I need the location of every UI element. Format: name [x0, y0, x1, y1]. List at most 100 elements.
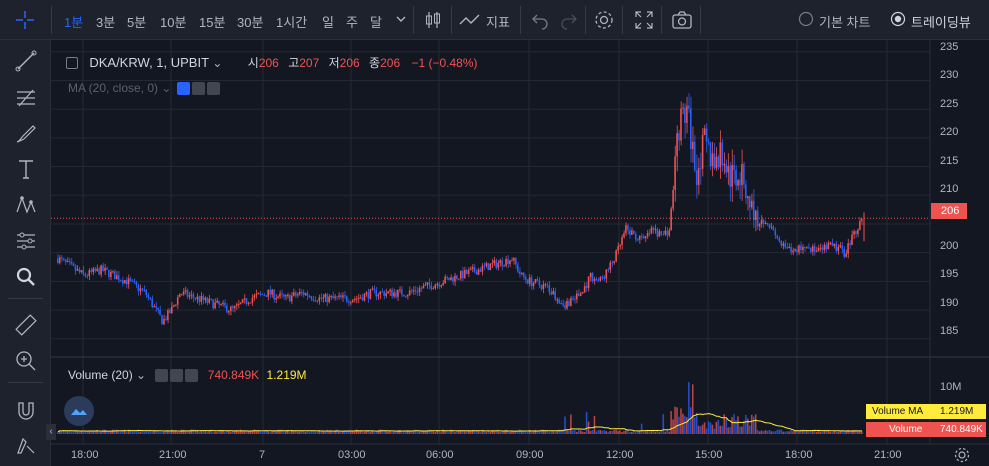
prediction-icon[interactable]	[13, 228, 39, 254]
indicators-icon[interactable]	[458, 8, 482, 32]
timeframe-1m[interactable]: 1분	[64, 15, 84, 30]
close-icon[interactable]	[185, 369, 199, 383]
settings-icon[interactable]	[170, 369, 184, 383]
chevron-down-icon[interactable]: ⌄	[161, 81, 172, 95]
crosshair-icon[interactable]	[13, 8, 37, 32]
trendline-icon[interactable]	[13, 48, 39, 74]
tradingview-label[interactable]: 트레이딩뷰	[911, 15, 971, 30]
magnifier-icon[interactable]	[13, 264, 39, 290]
trash-ruler-icon[interactable]	[13, 432, 39, 458]
volume-bar	[585, 411, 588, 434]
volume-bar	[465, 431, 468, 434]
volume-bar	[275, 431, 277, 434]
volume-bar	[302, 430, 305, 434]
volume-bar	[108, 431, 110, 434]
fib-icon[interactable]	[13, 84, 39, 110]
zoom-in-icon[interactable]	[13, 348, 39, 374]
candle-body	[550, 292, 552, 295]
volume-bar	[401, 432, 403, 434]
candle-body	[770, 226, 773, 228]
candle-body	[821, 247, 824, 250]
volume-bar	[137, 429, 140, 434]
volume-bar	[768, 429, 771, 434]
candle-body	[393, 292, 395, 297]
candle-style-icon[interactable]	[421, 8, 445, 32]
volume-bar	[204, 431, 207, 434]
ruler-icon[interactable]	[13, 312, 39, 338]
timeframe-30m[interactable]: 30분	[237, 15, 264, 30]
timeframe-1h[interactable]: 1시간	[276, 15, 308, 30]
candle-body	[84, 273, 87, 277]
candle-body	[611, 262, 613, 264]
collapse-icon[interactable]	[66, 56, 78, 69]
drawing-toolbar	[0, 40, 51, 466]
close-icon[interactable]	[206, 82, 220, 96]
redo-icon[interactable]	[557, 8, 581, 32]
tradingview-logo[interactable]	[64, 396, 94, 426]
brush-icon[interactable]	[13, 120, 39, 146]
candle-body	[656, 228, 659, 237]
candle-body	[629, 230, 631, 235]
candle-body	[224, 302, 226, 306]
basic-chart-label[interactable]: 기본 차트	[819, 15, 871, 30]
candle-body	[483, 265, 486, 267]
volume-label[interactable]: Volume (20)	[68, 368, 133, 382]
gear-icon[interactable]	[592, 8, 616, 32]
candle-body	[542, 284, 545, 290]
candle-body	[438, 284, 440, 287]
timeframe-day[interactable]: 일	[322, 15, 334, 30]
visibility-icon[interactable]	[155, 369, 169, 383]
volume-bar	[607, 432, 610, 434]
volume-bar	[228, 430, 230, 434]
settings-icon[interactable]	[191, 82, 205, 96]
timeframe-5m[interactable]: 5분	[127, 15, 147, 30]
volume-bar	[125, 432, 128, 434]
timeframe-15m[interactable]: 15분	[199, 15, 226, 30]
volume-bar	[224, 431, 226, 434]
candle-body	[391, 289, 393, 297]
volume-bar	[70, 431, 73, 434]
volume-bar	[444, 431, 446, 434]
candle-body	[778, 238, 781, 241]
radio-basic-chart[interactable]	[798, 11, 814, 27]
chart-area[interactable]	[51, 40, 989, 466]
fullscreen-icon[interactable]	[632, 8, 656, 32]
candle-body	[528, 277, 531, 284]
chevron-down-icon[interactable]: ⌄	[212, 56, 223, 70]
volume-bar	[184, 430, 187, 434]
timeframe-month[interactable]: 달	[370, 15, 382, 30]
candle-body	[450, 277, 452, 281]
volume-bar	[819, 431, 822, 434]
candle-body	[137, 284, 140, 292]
chevron-down-icon[interactable]: ⌄	[136, 368, 147, 382]
gear-icon[interactable]	[953, 446, 971, 464]
volume-bar	[652, 429, 655, 434]
magnet-icon[interactable]	[13, 398, 39, 424]
divider	[520, 6, 521, 34]
scroll-left-button[interactable]: ‹	[46, 424, 56, 440]
text-icon[interactable]	[13, 156, 39, 182]
pattern-icon[interactable]	[13, 192, 39, 218]
chevron-down-icon[interactable]	[392, 10, 410, 28]
candle-body	[597, 279, 600, 281]
volume-bar	[517, 430, 519, 434]
camera-icon[interactable]	[670, 8, 694, 32]
candle-body	[642, 236, 645, 239]
volume-bar	[532, 430, 535, 434]
volume-bar	[167, 430, 169, 434]
radio-tradingview[interactable]	[890, 11, 906, 27]
candle-body	[691, 141, 694, 150]
volume-bar	[426, 430, 429, 434]
undo-icon[interactable]	[528, 8, 552, 32]
timeframe-10m[interactable]: 10분	[160, 15, 187, 30]
ma-label[interactable]: MA (20, close, 0)	[68, 81, 159, 95]
timeframe-week[interactable]: 주	[346, 15, 358, 30]
volume-bar	[161, 432, 163, 434]
volume-bar	[448, 431, 450, 434]
timeframe-3m[interactable]: 3분	[96, 15, 116, 30]
indicators-button[interactable]: 지표	[486, 15, 510, 30]
symbol-title[interactable]: DKA/KRW, 1, UPBIT	[89, 55, 210, 70]
visibility-icon[interactable]	[176, 82, 190, 96]
volume-bar	[253, 429, 256, 434]
candle-body	[218, 300, 220, 305]
